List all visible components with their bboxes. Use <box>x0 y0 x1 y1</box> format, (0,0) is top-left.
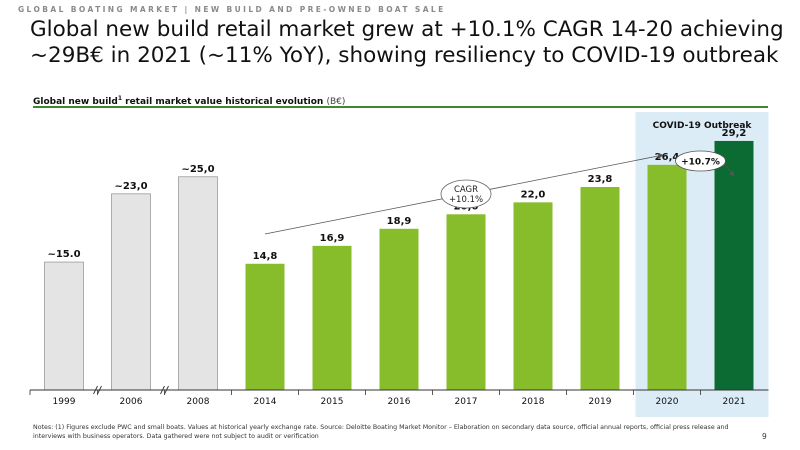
section-header-tag: GLOBAL BOATING MARKET | NEW BUILD AND PR… <box>18 5 446 14</box>
bar-2016 <box>379 228 419 390</box>
bar-2006 <box>111 193 151 391</box>
yoy-arrow <box>724 163 735 177</box>
bar-2017 <box>446 214 486 390</box>
value-label-2019: 23,8 <box>588 174 613 185</box>
value-label-1999: ~15.0 <box>47 249 80 260</box>
bar-2020 <box>647 164 687 390</box>
bar-2008 <box>178 176 218 391</box>
x-tick-label-2019: 2019 <box>589 397 612 407</box>
slide-title: Global new build retail market grew at +… <box>30 17 784 68</box>
x-tick-label-2018: 2018 <box>522 397 545 407</box>
value-label-2020: 26,4 <box>655 152 680 163</box>
value-label-2015: 16,9 <box>320 233 345 244</box>
value-label-2021: 29,2 <box>722 128 747 139</box>
title-divider <box>33 106 768 108</box>
bar-2019 <box>580 187 620 390</box>
x-tick-label-1999: 1999 <box>53 397 76 407</box>
value-label-2014: 14,8 <box>253 251 278 262</box>
subtitle-footnote-mark: 1 <box>117 95 122 102</box>
value-label-2006: ~23,0 <box>114 181 147 192</box>
x-tick-label-2016: 2016 <box>388 397 411 407</box>
axis-break-mark <box>164 385 169 395</box>
axis-break-mark <box>160 385 165 395</box>
x-tick-label-2015: 2015 <box>321 397 344 407</box>
value-label-2008: ~25,0 <box>181 164 214 175</box>
bar-2015 <box>312 245 352 390</box>
page-number: 9 <box>762 432 767 441</box>
cagr-label: CAGR <box>454 185 478 195</box>
value-label-2018: 22,0 <box>521 189 546 200</box>
bar-2021 <box>714 140 754 390</box>
bar-2018 <box>513 202 553 390</box>
x-tick-label-2017: 2017 <box>455 397 478 407</box>
x-tick-label-2008: 2008 <box>187 397 210 407</box>
yoy-bubble <box>675 150 726 172</box>
cagr-bubble <box>440 179 492 209</box>
yoy-value: +10.7% <box>681 158 720 168</box>
axis-break-mark <box>97 385 102 395</box>
bar-2014 <box>245 263 285 390</box>
x-tick-label-2006: 2006 <box>120 397 143 407</box>
x-tick-label-2014: 2014 <box>254 397 277 407</box>
subtitle-unit: (B€) <box>326 97 346 107</box>
chart-subtitle: Global new build1 retail market value hi… <box>33 95 345 107</box>
footnotes: Notes: (1) Figures exclude PWC and small… <box>33 424 729 440</box>
x-tick-label-2021: 2021 <box>723 397 746 407</box>
covid-label: COVID-19 Outbreak <box>653 121 753 131</box>
axis-break-mark <box>93 385 98 395</box>
subtitle-rest: retail market value historical evolution <box>122 97 324 107</box>
value-label-2016: 18,9 <box>387 216 412 227</box>
cagr-value: +10.1% <box>449 195 483 205</box>
x-tick-label-2020: 2020 <box>656 397 679 407</box>
bar-1999 <box>44 261 84 391</box>
subtitle-main: Global new build <box>33 97 118 107</box>
